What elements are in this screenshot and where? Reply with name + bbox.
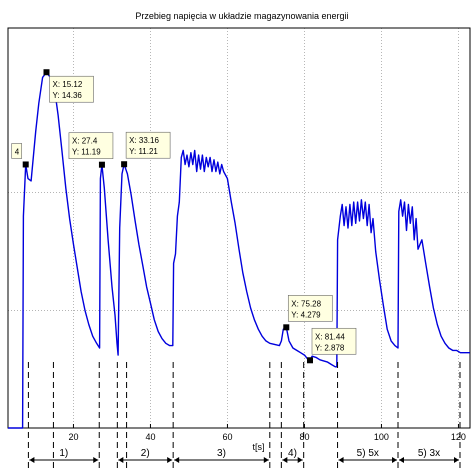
x-axis-label: t[s] [252,442,264,452]
datatip-text: Y: 11.21 [129,147,158,156]
datatip-box [287,295,333,322]
datatip-marker [98,161,105,168]
interval-arrowhead [399,457,405,463]
interval-label: 3) [217,448,226,459]
interval-arrowhead [167,457,173,463]
datatip-text: Y: 14.36 [53,91,83,100]
datatips: X: 15.12 Y: 14.36 4 X: 27.4 Y: 11.19 X: 33.16… [11,69,357,364]
interval-arrowhead [453,457,459,463]
interval-markers: 1) 2) 3) 4) 5) 5x 5) 3x [27,362,461,470]
x-tick-label: 80 [299,432,309,442]
plot-frame [7,27,471,429]
datatip-text: X: 75.28 [291,299,321,308]
datatip-marker [306,357,313,364]
datatip-box [125,131,171,159]
interval-label: 4) [288,448,297,459]
datatip-text: X: 27.4 [72,137,98,146]
interval-arrowhead [282,457,288,463]
datatip-text: X: 81.44 [315,332,345,341]
interval-arrowhead [263,457,269,463]
datatip-text: X: 15.12 [53,80,83,89]
interval-label: 2) [141,448,150,459]
datatip-text: X: 33.16 [129,136,159,145]
x-tick-label: 60 [222,432,232,442]
datatip-text: Y: 2.878 [315,343,345,352]
x-tick-label: 20 [68,432,78,442]
datatip-text: Y: 11.19 [72,148,101,157]
x-tick-label: 100 [374,432,389,442]
chart-title: Przebieg napięcia w układzie magazynowan… [135,11,348,21]
datatip-text: 4 [15,147,20,156]
datatip-box [11,143,23,159]
interval-arrowhead [29,457,35,463]
datatip-box [68,132,114,160]
interval-label: 1) [59,448,68,459]
datatip-box [49,75,94,103]
x-tick-label: 120 [451,432,466,442]
datatip-marker [43,69,50,76]
interval-label: 5) 3x [418,448,440,459]
interval-arrowhead [174,457,180,463]
x-axis: 20 40 60 80 100 120 [68,424,466,442]
datatip-marker [121,161,128,168]
datatip-marker [283,324,290,331]
interval-label: 5) 5x [357,448,379,459]
datatip-text: Y: 4.279 [291,310,321,319]
interval-arrowhead [93,457,99,463]
interval-arrowhead [392,457,398,463]
datatip-box [311,327,357,355]
interval-arrowhead [338,457,344,463]
datatip-marker [22,161,29,168]
series-layer [8,71,470,429]
interval-arrowhead [297,457,303,463]
voltage-series-line [8,71,470,429]
interval-arrowhead [118,457,124,463]
x-tick-label: 40 [145,432,155,442]
